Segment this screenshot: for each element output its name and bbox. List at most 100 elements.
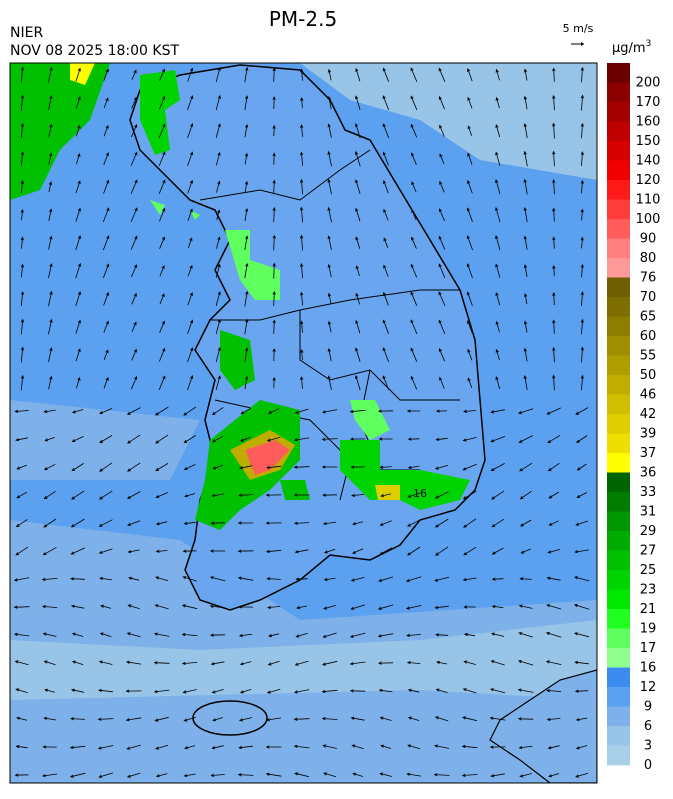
wind-arrow: [491, 577, 504, 581]
wind-arrow: [490, 773, 505, 778]
wind-arrow: [215, 94, 221, 111]
wind-arrow: [237, 521, 254, 525]
colorbar-label: 31: [640, 505, 657, 520]
wind-arrow: [268, 633, 280, 638]
wind-arrow: [103, 179, 110, 194]
pollution-patches: [140, 70, 470, 530]
wind-arrow: [130, 179, 138, 195]
wind-arrow: [238, 717, 253, 722]
wind-arrow: [76, 152, 81, 165]
wind-arrow: [20, 180, 24, 194]
wind-arrow: [523, 264, 528, 277]
wind-arrow: [378, 437, 393, 441]
wind-arrow: [495, 263, 501, 278]
wind-arrow: [71, 490, 85, 500]
wind-arrow: [130, 235, 138, 250]
wind-arrow: [407, 437, 420, 441]
wind-arrow: [382, 375, 390, 391]
wind-arrow: [125, 689, 142, 693]
wind-arrow: [438, 319, 446, 334]
wind-arrow: [158, 123, 166, 138]
wind-arrow: [576, 492, 587, 498]
map-frame: [9, 62, 598, 784]
wind-arrow: [300, 320, 304, 333]
wind-arrow: [187, 95, 194, 111]
wind-arrow: [42, 632, 57, 637]
wind-arrow: [379, 547, 392, 555]
wind-arrow: [216, 209, 221, 221]
colorbar-label: 150: [636, 134, 661, 149]
datetime: NOV 08 2025 18:00 KST: [10, 43, 179, 59]
wind-arrow: [272, 206, 276, 223]
wind-arrow: [181, 632, 198, 637]
wind-arrow: [410, 375, 418, 390]
wind-arrow: [411, 181, 417, 193]
colorbar-swatch: [607, 531, 630, 551]
wind-arrow: [126, 744, 141, 750]
wind-arrow: [439, 153, 445, 164]
wind-arrow: [211, 407, 224, 416]
wind-arrow: [300, 348, 304, 361]
wind-arrow: [48, 375, 53, 390]
wind-arrow: [103, 349, 109, 360]
wind-arrow: [265, 772, 282, 777]
wind-arrow: [466, 235, 473, 251]
wind-arrow: [580, 94, 584, 111]
wind-arrow: [546, 407, 561, 415]
wind-arrow: [580, 208, 584, 221]
wind-arrow: [71, 463, 85, 472]
wind-arrow: [244, 66, 249, 83]
wind-arrow: [155, 521, 168, 526]
wind-arrow: [98, 490, 113, 500]
wind-arrow: [48, 235, 53, 250]
colorbar-swatch: [607, 160, 630, 181]
wind-arrow: [20, 66, 25, 83]
wind-arrow: [466, 207, 473, 222]
wind-arrow: [520, 519, 532, 527]
colorbar-swatch: [607, 570, 630, 590]
wind-arrow: [293, 689, 310, 694]
wind-arrow: [130, 151, 138, 166]
wind-arrow: [406, 409, 421, 413]
colorbar-swatch: [607, 492, 630, 512]
wind-arrow: [70, 518, 85, 528]
wind-arrow: [517, 688, 534, 693]
wind-arrow: [99, 462, 113, 472]
colorbar-label: 23: [640, 583, 657, 598]
wind-arrow: [215, 123, 221, 139]
wind-arrow: [48, 66, 53, 83]
wind-arrow: [517, 660, 534, 666]
wind-arrow: [519, 490, 532, 500]
wind-arrow: [20, 236, 24, 249]
wind-arrow: [103, 320, 109, 333]
wind-arrow: [552, 319, 556, 334]
wind-arrow: [545, 660, 562, 665]
wind-arrow: [70, 547, 85, 555]
colorbar-swatch: [607, 355, 630, 376]
wind-arrow: [125, 717, 142, 722]
wind-arrow: [350, 604, 365, 610]
wind-arrow: [410, 263, 418, 278]
wind-arrow: [48, 318, 53, 335]
wind-arrow: [299, 178, 304, 195]
wind-arrow: [327, 68, 332, 81]
colorbar-swatch: [607, 511, 630, 532]
colorbar-label: 70: [640, 290, 657, 305]
wind-arrow: [210, 521, 225, 525]
wind-arrow: [181, 604, 198, 610]
wind-arrow: [407, 688, 420, 693]
wind-arrow: [439, 124, 445, 137]
wind-arrow: [406, 661, 421, 665]
wind-arrow: [126, 407, 141, 415]
wind-arrow: [495, 124, 501, 138]
wind-arrow: [43, 660, 56, 666]
wind-arrow: [383, 180, 389, 194]
wind-arrow: [576, 463, 587, 471]
wind-arrow: [15, 688, 28, 694]
wind-arrow: [14, 409, 29, 413]
wind-arrow: [48, 290, 53, 307]
wind-arrow: [580, 318, 584, 335]
colorbar-swatch: [607, 726, 630, 746]
wind-arrow: [75, 124, 81, 137]
wind-arrow: [383, 291, 389, 306]
